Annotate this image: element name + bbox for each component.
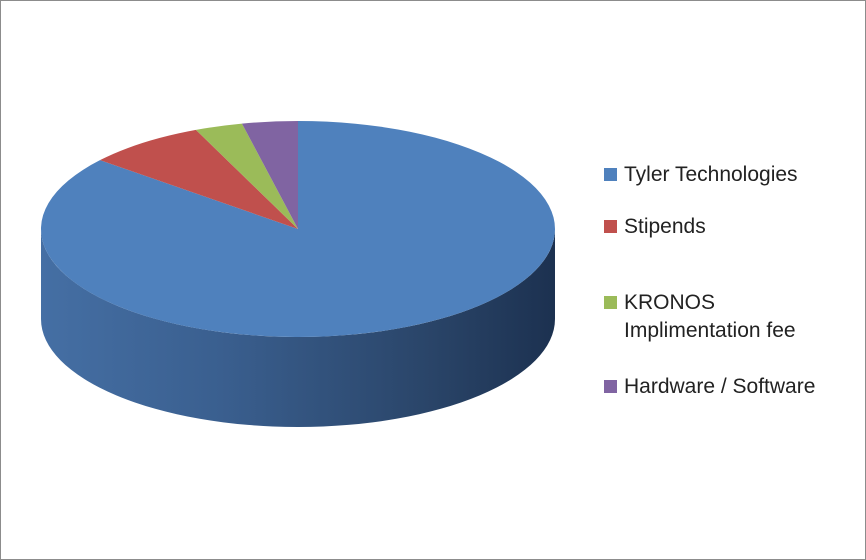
legend-item-stipends: Stipends	[604, 213, 849, 241]
legend-item-kronos: KRONOS Implimentation fee	[604, 289, 849, 345]
pie-slice-side	[41, 229, 555, 427]
pie-slice	[241, 121, 298, 229]
legend-swatch	[604, 168, 617, 181]
legend-label: KRONOS Implimentation fee	[624, 291, 796, 342]
pie-slice	[40, 121, 555, 338]
pie-slice	[195, 123, 298, 229]
legend-swatch	[604, 380, 617, 393]
pie-slice	[99, 129, 299, 229]
legend-label: Tyler Technologies	[624, 163, 798, 186]
legend-swatch	[604, 220, 617, 233]
legend-swatch	[604, 296, 617, 309]
legend-label: Hardware / Software	[624, 375, 816, 398]
legend-item-tyler: Tyler Technologies	[604, 161, 849, 189]
legend-item-hardware-software: Hardware / Software	[604, 373, 849, 401]
legend-label: Stipends	[624, 215, 706, 238]
